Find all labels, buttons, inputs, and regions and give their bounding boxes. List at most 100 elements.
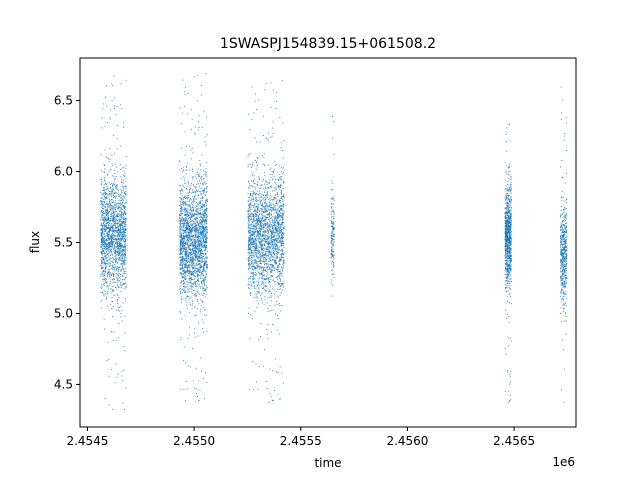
data-point	[183, 259, 185, 260]
data-point	[103, 187, 105, 189]
data-point	[188, 217, 189, 219]
data-point	[124, 263, 126, 265]
data-point	[107, 292, 109, 294]
data-point	[187, 214, 189, 216]
data-point	[206, 198, 208, 200]
data-point	[276, 235, 277, 237]
data-point	[114, 245, 116, 247]
data-point	[191, 214, 193, 216]
data-point	[199, 258, 201, 260]
data-point	[185, 222, 187, 224]
data-point	[188, 194, 190, 196]
data-point	[191, 272, 193, 274]
data-point	[181, 261, 183, 263]
data-point	[275, 300, 277, 302]
data-point	[196, 290, 198, 292]
data-point	[188, 277, 190, 279]
data-point	[184, 229, 186, 231]
data-point	[120, 145, 122, 147]
data-point	[110, 210, 112, 212]
data-point	[105, 196, 107, 198]
data-point	[105, 297, 107, 299]
data-point	[201, 270, 203, 272]
data-point	[198, 303, 200, 305]
data-point	[109, 263, 111, 264]
data-point	[259, 230, 261, 232]
data-point	[193, 132, 195, 134]
data-point	[122, 229, 124, 231]
data-point	[182, 276, 183, 278]
data-point	[107, 209, 108, 211]
data-point	[107, 219, 108, 221]
data-point	[112, 237, 114, 239]
data-point	[282, 242, 284, 244]
data-point	[203, 247, 205, 249]
data-point	[118, 233, 120, 235]
data-point	[270, 167, 272, 169]
data-point	[198, 247, 200, 249]
data-point	[205, 200, 207, 202]
data-point	[188, 246, 190, 248]
data-point	[122, 228, 124, 230]
data-point	[182, 283, 184, 285]
data-point	[120, 226, 122, 228]
data-point	[193, 380, 195, 382]
data-point	[206, 188, 208, 189]
data-point	[200, 244, 202, 246]
data-point	[120, 219, 122, 220]
data-point	[107, 188, 109, 189]
data-point	[115, 219, 117, 221]
data-point	[180, 177, 182, 179]
data-point	[186, 274, 188, 276]
data-point	[187, 260, 189, 262]
data-point	[187, 228, 189, 230]
data-point	[200, 266, 202, 268]
data-point	[195, 233, 197, 235]
data-point	[195, 225, 197, 227]
data-point	[194, 228, 196, 230]
data-point	[109, 247, 111, 249]
data-point	[197, 230, 199, 232]
data-point	[203, 193, 205, 195]
data-point	[257, 235, 259, 237]
data-point	[179, 235, 181, 237]
data-point	[199, 259, 201, 261]
data-point	[117, 278, 119, 280]
data-point	[182, 224, 184, 226]
data-point	[188, 296, 190, 297]
data-point	[185, 264, 187, 266]
data-point	[114, 222, 116, 224]
data-point	[206, 246, 208, 248]
data-point	[112, 193, 114, 195]
data-point	[255, 226, 257, 228]
data-point	[115, 250, 117, 252]
data-point	[180, 339, 182, 341]
data-point	[103, 278, 105, 280]
data-point	[180, 253, 182, 255]
data-point	[116, 185, 118, 187]
data-point	[112, 217, 114, 219]
data-point	[276, 263, 277, 265]
data-point	[125, 273, 127, 275]
data-point	[110, 283, 112, 285]
data-point	[193, 242, 195, 244]
data-point	[201, 286, 203, 288]
data-point	[252, 165, 254, 167]
data-point	[206, 287, 208, 289]
data-point	[198, 183, 199, 185]
data-point	[187, 242, 189, 244]
data-point	[271, 236, 273, 237]
data-point	[112, 216, 114, 218]
data-point	[204, 213, 205, 215]
data-point	[265, 137, 267, 139]
data-point	[198, 267, 200, 269]
data-point	[182, 246, 184, 248]
data-point	[259, 251, 260, 253]
data-point	[205, 192, 207, 193]
data-point	[118, 247, 120, 249]
data-point	[109, 227, 111, 229]
data-point	[252, 231, 254, 233]
data-point	[188, 215, 189, 217]
data-point	[190, 259, 192, 261]
data-point	[200, 241, 202, 243]
